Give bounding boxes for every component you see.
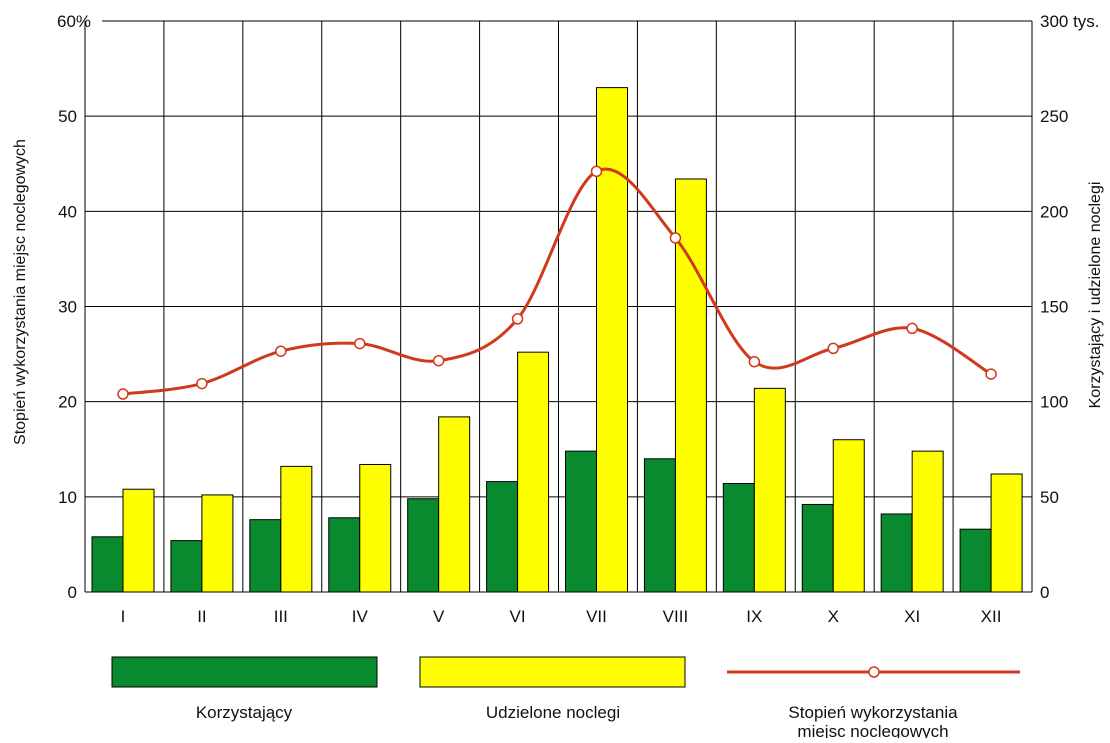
- bar-udzielone-noclegi: [753, 387, 786, 593]
- x-tick-label: VIII: [663, 607, 689, 626]
- right-axis-tick: 200: [1040, 202, 1068, 221]
- right-axis-tick: 0: [1040, 583, 1049, 602]
- bar-korzystajacy: [407, 498, 440, 593]
- bar-korzystajacy: [486, 481, 519, 593]
- left-axis-tick: 30: [58, 298, 77, 317]
- line-point: [354, 337, 366, 350]
- bar-udzielone-noclegi: [990, 473, 1023, 593]
- bar-korzystajacy: [249, 519, 282, 593]
- line-point: [196, 377, 208, 390]
- left-axis-tick: 10: [58, 488, 77, 507]
- x-tick-label: V: [433, 607, 445, 626]
- bar-udzielone-noclegi: [832, 439, 865, 593]
- bar-korzystajacy: [328, 517, 361, 593]
- right-axis-tick: 100: [1040, 393, 1068, 412]
- left-axis-tick: 60%: [57, 12, 91, 31]
- left-axis-tick: 20: [58, 393, 77, 412]
- bar-udzielone-noclegi: [674, 178, 707, 593]
- line-point: [985, 368, 997, 380]
- line-point: [275, 345, 287, 357]
- left-axis-tick: 50: [58, 107, 77, 126]
- x-tick-label: IX: [746, 607, 762, 626]
- line-point: [748, 355, 761, 368]
- line-point: [511, 313, 524, 325]
- legend-marker-stopien: [868, 666, 880, 678]
- bar-korzystajacy: [801, 503, 834, 593]
- right-axis-tick: 50: [1040, 488, 1059, 507]
- right-axis-tick: 150: [1040, 298, 1068, 317]
- line-point: [906, 322, 918, 335]
- bar-udzielone-noclegi: [359, 463, 392, 593]
- left-axis-tick: 40: [58, 202, 77, 221]
- legend-swatch-korzystajacy: [111, 656, 378, 688]
- bar-udzielone-noclegi: [201, 494, 234, 593]
- left-axis-tick: 0: [68, 583, 77, 602]
- legend-label-udzielone-noclegi: Udzielone noclegi: [486, 703, 620, 722]
- x-tick-label: VI: [510, 607, 526, 626]
- bar-udzielone-noclegi: [122, 488, 155, 593]
- bar-udzielone-noclegi: [280, 465, 313, 593]
- line-point: [669, 232, 682, 244]
- legend-swatch-udzielone-noclegi: [419, 656, 686, 688]
- line-point: [827, 342, 839, 355]
- bar-udzielone-noclegi: [911, 450, 944, 593]
- legend-label-korzystajacy: Korzystający: [196, 703, 293, 722]
- bar-udzielone-noclegi: [517, 351, 550, 593]
- bar-korzystajacy: [565, 450, 597, 593]
- x-tick-label: X: [828, 607, 839, 626]
- right-axis-label: Korzystający i udzielone noclegi: [1087, 182, 1104, 409]
- bar-korzystajacy: [722, 483, 755, 593]
- bar-korzystajacy: [959, 528, 992, 593]
- right-axis-tick: 250: [1040, 107, 1068, 126]
- x-tick-label: I: [121, 607, 126, 626]
- x-tick-label: VII: [586, 607, 607, 626]
- left-axis-label: Stopień wykorzystania miejsc noclegowych: [12, 139, 29, 445]
- bar-udzielone-noclegi: [438, 416, 471, 593]
- line-point: [117, 388, 129, 400]
- x-tick-label: IV: [352, 607, 369, 626]
- line-stopien-wykorzystania: [122, 167, 992, 396]
- bar-korzystajacy: [643, 458, 676, 593]
- bar-korzystajacy: [170, 540, 203, 593]
- bar-korzystajacy: [91, 536, 124, 593]
- legend-label-stopien-line1: Stopień wykorzystania: [788, 703, 958, 722]
- x-tick-label: XI: [904, 607, 920, 626]
- right-axis-tick: 300 tys.: [1040, 12, 1100, 31]
- legend-label-stopien-line2: miejsc noclegowych: [797, 722, 948, 738]
- bar-udzielone-noclegi: [596, 87, 628, 593]
- line-point: [590, 165, 603, 178]
- bar-korzystajacy: [880, 513, 913, 593]
- line-point: [432, 354, 445, 367]
- x-tick-label: II: [197, 607, 206, 626]
- x-tick-label: III: [274, 607, 288, 626]
- x-tick-label: XII: [981, 607, 1002, 626]
